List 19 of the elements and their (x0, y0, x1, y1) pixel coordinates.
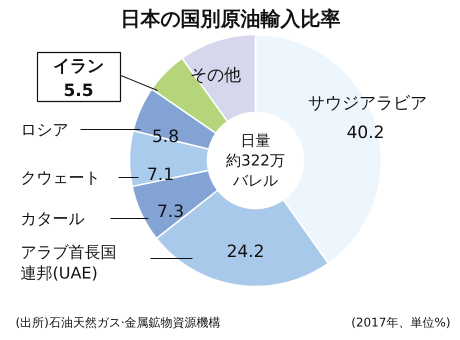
slice-label: ロシア (20, 120, 68, 139)
slice-label: その他 (190, 66, 241, 86)
data-label: 7.1 (146, 165, 174, 185)
text: バレル (232, 172, 278, 190)
data-label: 24.2 (226, 242, 264, 262)
data-label: 5.8 (152, 127, 180, 147)
data-label: 40.2 (346, 123, 384, 143)
slice-label: カタール (20, 209, 84, 228)
slice-label: クウェート (20, 168, 100, 187)
slice-label: イラン (53, 56, 104, 76)
slice-label: サウジアラビア (308, 94, 427, 114)
text: (出所)石油天然ガス·金属鉱物資源機構 (16, 316, 221, 330)
text: 約322万 (226, 152, 285, 170)
text: 日量 (240, 132, 270, 150)
data-label: 5.5 (63, 81, 94, 101)
data-label: 7.3 (156, 202, 184, 222)
text: (2017年、単位%) (351, 316, 451, 330)
slice-label: アラブ首長国連邦(UAE) (20, 242, 116, 282)
chart-title: 日本の国別原油輸入比率 (120, 6, 340, 30)
